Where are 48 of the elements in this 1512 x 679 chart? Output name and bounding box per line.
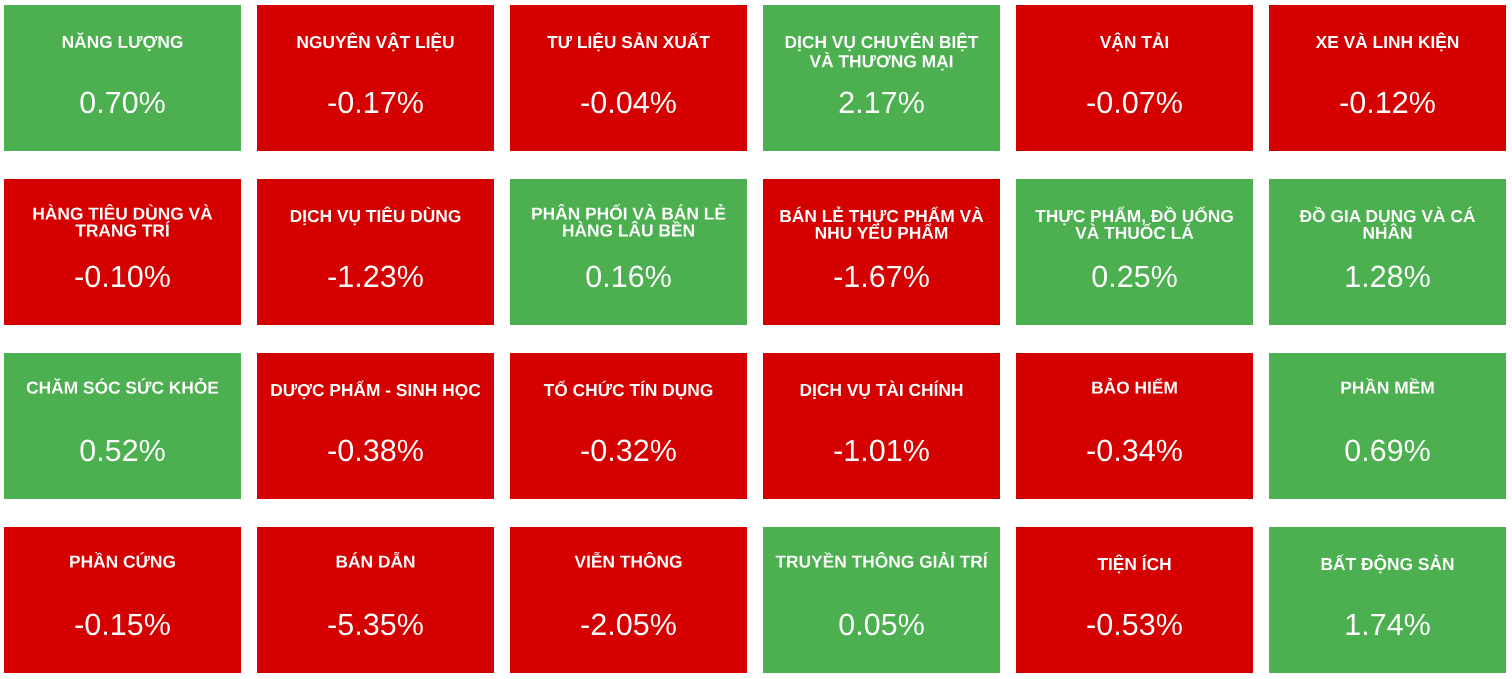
data-label: 2.17% [839,91,924,114]
category-label: XE VÀ LINH KIỆN [1315,32,1459,52]
category-label: TỔ CHỨC TÍN DỤNG [543,380,713,400]
data-label: -0.12% [1340,91,1435,114]
data-label: -0.17% [328,91,423,114]
data-label: 0.05% [839,613,924,636]
data-label: -0.10% [75,265,170,288]
data-label: -0.15% [75,613,170,636]
data-label: -2.05% [581,613,676,636]
data-label: -5.35% [328,613,423,636]
category-label: HÀNG TIÊU DÙNG VÀ TRANG TRÍ [33,204,213,237]
category-label: PHẦN MỀM [1341,378,1434,394]
category-label: BÁN LẺ THỰC PHẨM VÀ NHU YẾU PHẨM [780,206,984,240]
category-label: DỊCH VỤ CHUYÊN BIỆT VÀ THƯƠNG MẠI [785,32,979,71]
data-label: -0.32% [581,439,676,462]
category-label: TIỆN ÍCH [1097,554,1171,574]
category-label: CHĂM SÓC SỨC KHỎE [26,378,219,394]
category-label: DỊCH VỤ TÀI CHÍNH [800,380,963,399]
data-label: 0.70% [80,91,165,114]
category-label: ĐỒ GIA DỤNG VÀ CÁ NHÂN [1299,206,1475,239]
data-label: 0.16% [586,265,671,288]
category-label: TRUYỀN THÔNG GIẢI TRÍ [775,552,988,568]
category-label: BÁN DẪN [336,552,415,568]
data-label: -1.67% [834,265,929,288]
data-label: 0.69% [1345,439,1430,462]
data-label: 1.28% [1346,265,1430,288]
category-label: PHÂN PHỐI VÀ BÁN LẺ HÀNG LÂU BỀN [532,204,726,237]
category-label: VẬN TẢI [1099,32,1169,52]
category-label: THỰC PHẨM, ĐỒ UỐNG VÀ THUỐC LÁ [1035,206,1233,240]
category-label: BẤT ĐỘNG SẢN [1321,554,1454,574]
category-label: NGUYÊN VẬT LIỆU [297,32,454,52]
data-label: -1.23% [328,265,423,288]
category-label: DƯỢC PHẨM - SINH HỌC [271,380,481,400]
data-label: -0.04% [581,91,676,114]
category-label: BẢO HIỂM [1092,378,1177,394]
data-label: -0.53% [1087,613,1182,636]
category-label: VIỄN THÔNG [574,552,682,568]
data-label: 1.74% [1346,613,1430,636]
category-label: DỊCH VỤ TIÊU DÙNG [290,206,461,226]
data-label: 0.52% [80,439,165,462]
data-label: -0.38% [328,439,423,462]
data-label: -1.01% [834,439,929,462]
category-label: PHẦN CỨNG [70,552,175,568]
data-label: 0.25% [1092,265,1177,288]
data-label: -0.34% [1087,439,1182,462]
data-label: -0.07% [1087,91,1182,114]
category-label: TƯ LIỆU SẢN XUẤT [547,32,710,52]
category-label: NĂNG LƯỢNG [62,32,183,51]
